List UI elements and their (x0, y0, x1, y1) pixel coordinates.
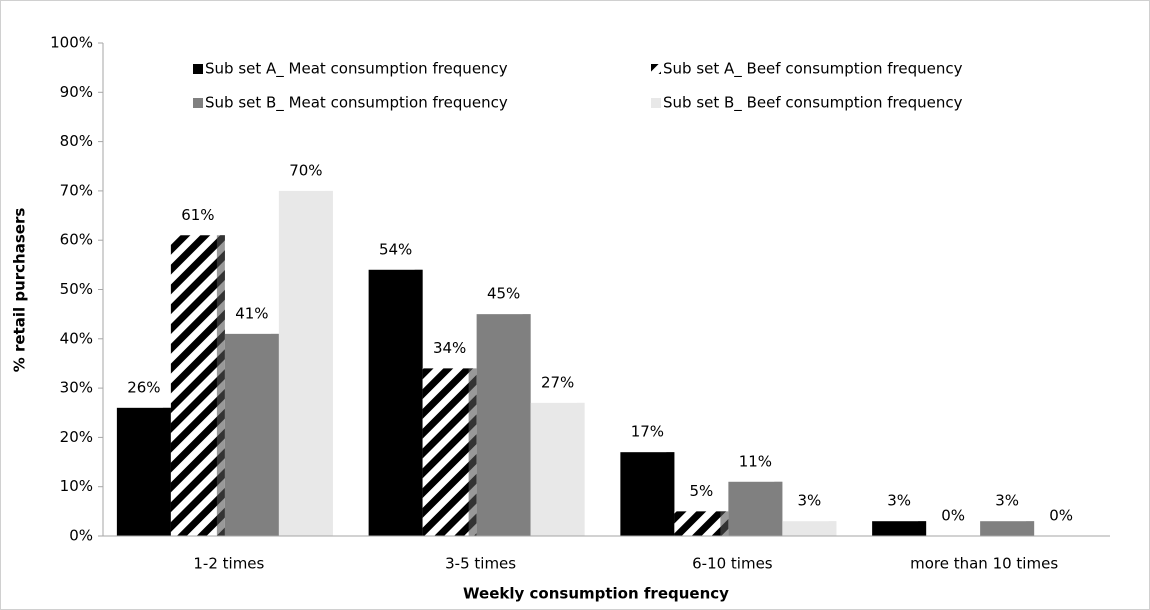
value-label: 3% (797, 492, 821, 510)
bar (116, 407, 171, 536)
bar-side (720, 511, 729, 536)
bar-side (468, 368, 477, 536)
y-tick-label: 50% (60, 280, 93, 298)
bar-side (162, 407, 171, 536)
value-label: 27% (541, 373, 574, 391)
bar-side (414, 269, 423, 536)
bar (476, 314, 531, 536)
x-tick-label: 3-5 times (445, 555, 516, 573)
bar-side (324, 190, 333, 536)
y-tick-label: 60% (60, 231, 93, 249)
x-tick-label: 1-2 times (193, 555, 264, 573)
value-label: 26% (127, 378, 160, 396)
value-label: 0% (1049, 507, 1073, 525)
legend-swatch (193, 64, 203, 74)
y-tick-label: 90% (60, 83, 93, 101)
x-axis-label: Weekly consumption frequency (463, 585, 729, 603)
value-label: 3% (887, 492, 911, 510)
bar (674, 511, 729, 536)
x-tick-label: 6-10 times (692, 555, 773, 573)
value-label: 11% (739, 452, 772, 470)
legend-swatch (193, 98, 203, 108)
bar-side (270, 333, 279, 536)
y-tick-label: 0% (69, 527, 93, 545)
bar (782, 521, 837, 536)
y-tick-label: 70% (60, 181, 93, 199)
bar (530, 402, 585, 536)
bar (170, 235, 225, 536)
y-tick-label: 20% (60, 428, 93, 446)
bar (422, 368, 477, 536)
value-label: 45% (487, 285, 520, 303)
y-tick-label: 100% (50, 34, 93, 52)
y-tick-label: 10% (60, 477, 93, 495)
legend-label: Sub set B_ Meat consumption frequency (205, 94, 508, 113)
value-label: 34% (433, 339, 466, 357)
bar (278, 190, 333, 536)
legend-swatch (651, 98, 661, 108)
value-label: 0% (941, 507, 965, 525)
legend-label: Sub set B_ Beef consumption frequency (663, 94, 963, 113)
bar-side (666, 452, 675, 536)
legend-swatch (651, 64, 661, 74)
bar (368, 269, 423, 536)
value-label: 17% (631, 423, 664, 441)
bar (872, 521, 927, 536)
bar (728, 481, 783, 536)
legend-label: Sub set A_ Beef consumption frequency (663, 60, 963, 79)
bar (620, 452, 675, 536)
bar-side (828, 521, 837, 536)
bar (980, 521, 1035, 536)
bar-side (774, 481, 783, 536)
bar-side (576, 402, 585, 536)
y-tick-label: 40% (60, 329, 93, 347)
bar-side (216, 235, 225, 536)
value-label: 61% (181, 206, 214, 224)
value-label: 54% (379, 240, 412, 258)
value-label: 41% (235, 304, 268, 322)
value-label: 70% (289, 161, 322, 179)
bar (224, 333, 279, 536)
bar-side (522, 314, 531, 536)
bar-side (918, 521, 927, 536)
value-label: 5% (689, 482, 713, 500)
legend-label: Sub set A_ Meat consumption frequency (205, 60, 508, 79)
y-axis-label: % retail purchasers (11, 208, 29, 373)
y-tick-label: 80% (60, 132, 93, 150)
x-tick-label: more than 10 times (910, 555, 1058, 573)
y-tick-label: 30% (60, 379, 93, 397)
value-label: 3% (995, 492, 1019, 510)
bar-side (1026, 521, 1035, 536)
